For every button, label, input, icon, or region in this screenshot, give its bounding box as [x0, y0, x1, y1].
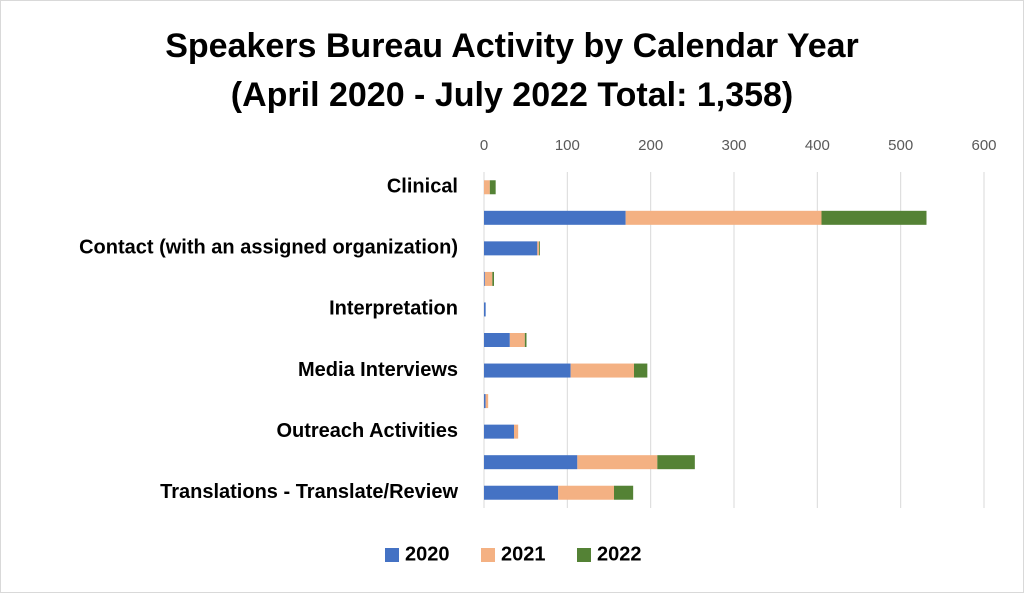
legend-label: 2022 [597, 543, 642, 565]
bar-segment [484, 271, 485, 286]
x-tick-label: 500 [888, 137, 913, 154]
bar-segment [484, 271, 493, 286]
bar-segment [484, 210, 626, 225]
bar-segment [514, 424, 519, 439]
legend-swatch [577, 548, 591, 562]
y-tick-label: Clinical [387, 176, 458, 198]
bar-segment [821, 210, 927, 225]
bar-segment [484, 455, 578, 470]
bar-segment [484, 485, 559, 500]
chart-subtitle: (April 2020 - July 2022 Total: 1,358) [231, 76, 794, 114]
bar-segment [537, 241, 539, 256]
bar-segment [577, 455, 658, 470]
bar-segment [484, 302, 486, 317]
y-tick-label: Media Interviews [298, 359, 458, 381]
bar-segment [539, 241, 540, 256]
bar-segment [484, 180, 490, 195]
bar-segment [484, 424, 514, 439]
y-tick-label: Interpretation [329, 298, 458, 320]
bar-segment [492, 271, 494, 286]
bar-segment [484, 394, 486, 409]
bar-segment [524, 333, 527, 347]
x-tick-label: 100 [555, 137, 580, 154]
bar-segment [484, 241, 538, 256]
y-tick-label: Outreach Activities [276, 420, 458, 442]
bar-segment [509, 333, 525, 347]
legend-swatch [481, 548, 495, 562]
legend-label: 2020 [405, 543, 450, 565]
bar-segment [570, 363, 634, 378]
x-tick-label: 400 [805, 137, 830, 154]
bar-segment [634, 363, 648, 378]
bar-segment [484, 333, 510, 347]
bar-segment [625, 210, 822, 225]
x-tick-label: 600 [971, 137, 996, 154]
x-tick-label: 0 [480, 137, 488, 154]
x-tick-label: 300 [721, 137, 746, 154]
bar-segment [484, 363, 571, 378]
legend-swatch [385, 548, 399, 562]
y-tick-label: Translations - Translate/Review [160, 481, 458, 503]
x-tick-label: 200 [638, 137, 663, 154]
bar-segment [485, 394, 489, 409]
bar-segment [657, 455, 695, 470]
bar-segment [489, 180, 496, 195]
bar-segment [614, 485, 634, 500]
y-tick-label: Contact (with an assigned organization) [79, 237, 458, 259]
legend-label: 2021 [501, 543, 546, 565]
bar-segment [558, 485, 614, 500]
chart-title: Speakers Bureau Activity by Calendar Yea… [165, 27, 859, 65]
